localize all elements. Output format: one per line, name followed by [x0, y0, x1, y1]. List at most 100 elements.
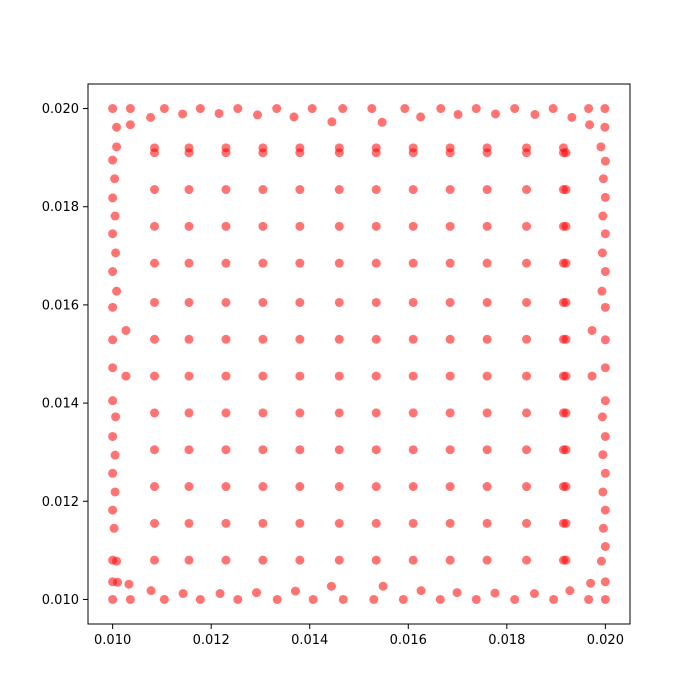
scatter-point: [108, 396, 118, 406]
y-tick-label: 0.018: [42, 200, 79, 215]
scatter-point: [482, 408, 492, 418]
scatter-point: [408, 221, 418, 231]
scatter-point: [522, 408, 532, 418]
scatter-point: [369, 594, 379, 604]
scatter-point: [150, 334, 160, 344]
scatter-point: [600, 594, 610, 604]
scatter-point: [184, 518, 194, 528]
scatter-point: [184, 445, 194, 455]
scatter-point: [482, 518, 492, 528]
scatter-point: [184, 258, 194, 268]
scatter-point: [585, 120, 595, 130]
scatter-point: [295, 334, 305, 344]
scatter-point: [184, 482, 194, 492]
scatter-point: [112, 286, 122, 296]
scatter-point: [258, 555, 268, 565]
scatter-point: [482, 143, 492, 153]
scatter-point: [597, 286, 607, 296]
scatter-point: [482, 185, 492, 195]
scatter-point: [522, 371, 532, 381]
scatter-point: [600, 104, 610, 114]
scatter-point: [561, 334, 571, 344]
scatter-point: [125, 104, 135, 114]
scatter-point: [445, 185, 455, 195]
scatter-point: [150, 445, 160, 455]
scatter-point: [416, 586, 426, 596]
scatter-point: [408, 371, 418, 381]
scatter-point: [371, 143, 381, 153]
scatter-point: [598, 211, 608, 221]
scatter-point: [596, 556, 606, 566]
scatter-point: [215, 589, 225, 599]
scatter-point: [600, 335, 610, 345]
x-tick-label: 0.012: [193, 633, 230, 648]
scatter-point: [338, 104, 348, 114]
scatter-point: [600, 505, 610, 515]
scatter-point: [184, 334, 194, 344]
scatter-point: [398, 594, 408, 604]
scatter-point: [295, 482, 305, 492]
scatter-point: [598, 487, 608, 497]
scatter-point: [295, 445, 305, 455]
y-axis: 0.010 0.012 0.014 0.016 0.018 0.020: [42, 102, 88, 608]
scatter-point: [326, 581, 336, 591]
scatter-point: [600, 229, 610, 239]
scatter-point: [561, 555, 571, 565]
scatter-point: [258, 408, 268, 418]
scatter-point: [445, 408, 455, 418]
scatter-point: [334, 518, 344, 528]
scatter-point: [334, 334, 344, 344]
scatter-point: [549, 594, 559, 604]
scatter-point: [327, 117, 337, 127]
scatter-point: [150, 258, 160, 268]
scatter-point: [600, 431, 610, 441]
scatter-point: [289, 112, 299, 122]
scatter-point: [561, 297, 571, 307]
scatter-point: [445, 221, 455, 231]
scatter-point: [112, 556, 122, 566]
scatter-point: [221, 555, 231, 565]
scatter-point: [408, 482, 418, 492]
scatter-point: [584, 594, 594, 604]
scatter-point: [110, 487, 120, 497]
scatter-point: [587, 325, 597, 335]
scatter-point: [598, 450, 608, 460]
scatter-point: [378, 581, 388, 591]
scatter-point: [445, 258, 455, 268]
scatter-point: [108, 431, 118, 441]
scatter-point: [600, 468, 610, 478]
scatter-point: [561, 482, 571, 492]
scatter-point: [561, 518, 571, 528]
scatter-point: [584, 104, 594, 114]
scatter-point: [124, 579, 134, 589]
scatter-point: [482, 371, 492, 381]
scatter-point: [371, 371, 381, 381]
scatter-point: [600, 267, 610, 277]
scatter-point: [221, 221, 231, 231]
scatter-point: [295, 258, 305, 268]
scatter-point: [111, 412, 121, 422]
scatter-point: [110, 211, 120, 221]
scatter-point: [600, 156, 610, 166]
scatter-point: [561, 185, 571, 195]
scatter-point: [522, 297, 532, 307]
scatter-point: [445, 143, 455, 153]
scatter-point: [471, 104, 481, 114]
scatter-point: [586, 578, 596, 588]
scatter-point: [522, 482, 532, 492]
scatter-point: [522, 445, 532, 455]
scatter-point: [596, 142, 606, 152]
scatter-point: [482, 258, 492, 268]
scatter-point: [561, 258, 571, 268]
scatter-point: [371, 334, 381, 344]
scatter-point: [258, 445, 268, 455]
scatter-point: [125, 120, 135, 130]
scatter-point: [416, 112, 426, 122]
scatter-point: [598, 174, 608, 184]
scatter-point: [295, 221, 305, 231]
scatter-point: [150, 555, 160, 565]
scatter-point: [184, 185, 194, 195]
scatter-point: [436, 104, 446, 114]
scatter-point: [221, 258, 231, 268]
scatter-point: [334, 445, 344, 455]
